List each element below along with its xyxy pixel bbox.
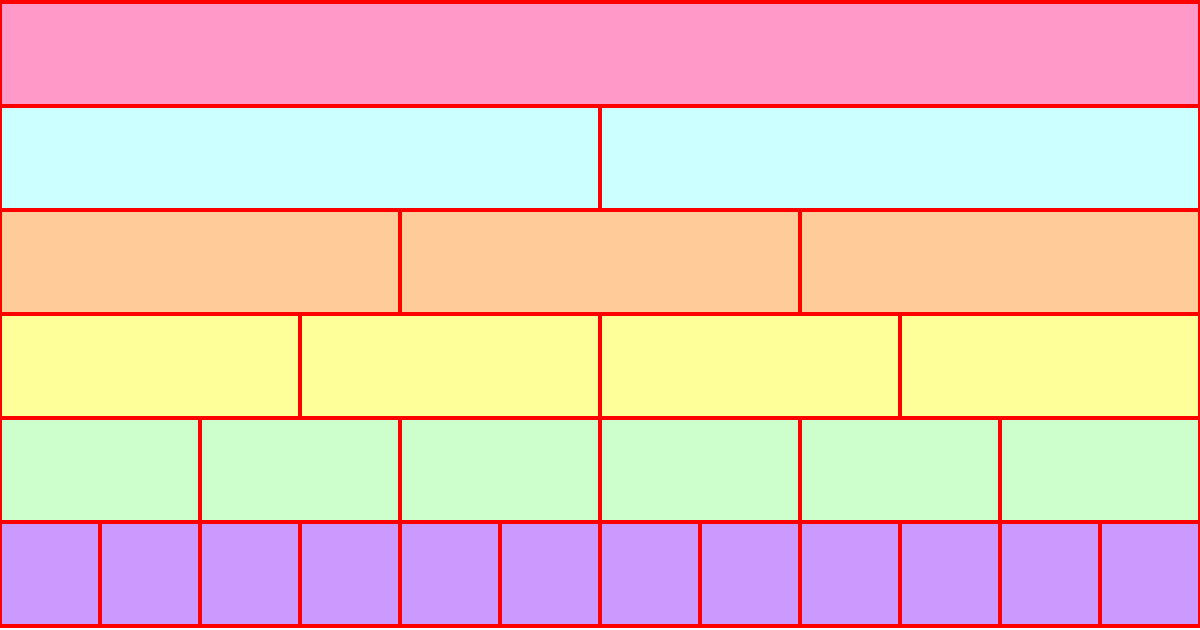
wall-row-1 [0, 0, 1200, 108]
wall-cell [998, 416, 1200, 524]
wall-cell [998, 520, 1102, 628]
wall-row-6 [0, 520, 1200, 628]
wall-cell [198, 520, 302, 628]
wall-cell [598, 520, 702, 628]
wall-cell [798, 208, 1200, 316]
wall-cell [498, 520, 602, 628]
wall-cell [798, 416, 1002, 524]
wall-cell [0, 0, 1200, 108]
wall-row-3 [0, 208, 1200, 316]
wall-cell [0, 416, 202, 524]
wall-cell [598, 312, 902, 420]
wall-cell [898, 520, 1002, 628]
wall-cell [898, 312, 1200, 420]
wall-cell [698, 520, 802, 628]
wall-cell [798, 520, 902, 628]
wall-row-4 [0, 312, 1200, 420]
wall-cell [0, 520, 102, 628]
wall-cell [598, 416, 802, 524]
wall-row-5 [0, 416, 1200, 524]
wall-cell [0, 208, 402, 316]
wall-cell [298, 312, 602, 420]
wall-cell [398, 520, 502, 628]
wall-cell [98, 520, 202, 628]
wall-cell [1098, 520, 1200, 628]
wall-cell [598, 104, 1200, 212]
wall-cell [0, 312, 302, 420]
wall-row-2 [0, 104, 1200, 212]
wall-cell [198, 416, 402, 524]
wall-cell [0, 104, 602, 212]
wall-cell [398, 416, 602, 524]
wall-cell [398, 208, 802, 316]
wall-cell [298, 520, 402, 628]
